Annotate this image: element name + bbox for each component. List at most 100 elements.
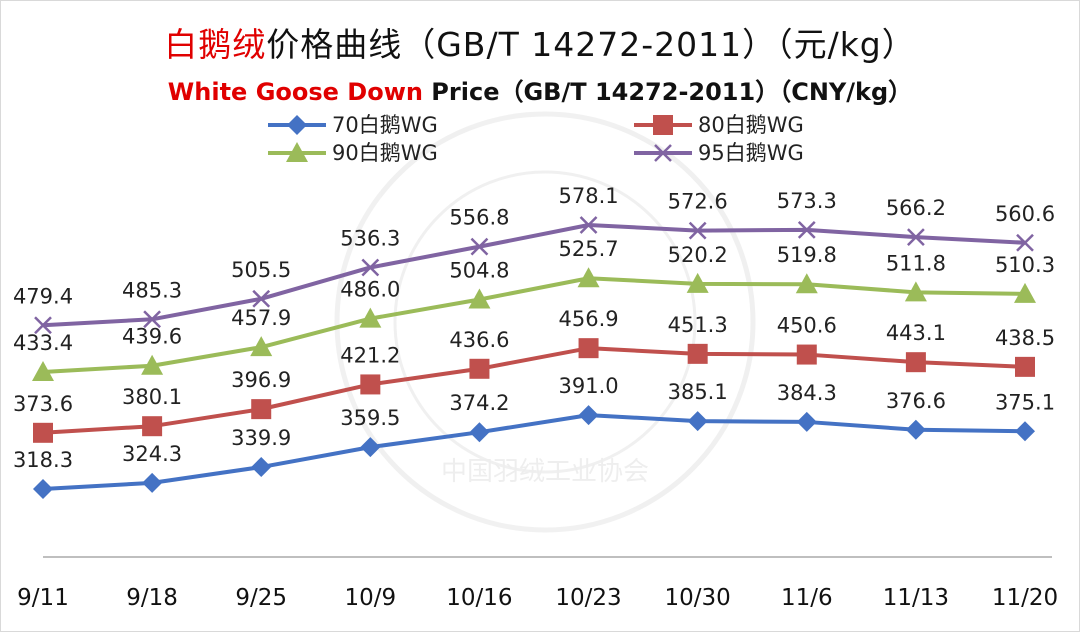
data-label: 433.4 <box>13 331 73 355</box>
data-point <box>34 316 52 335</box>
series-3 <box>34 216 1034 335</box>
series-layer <box>32 216 1036 499</box>
data-label: 504.8 <box>449 258 509 282</box>
data-label: 578.1 <box>558 184 618 208</box>
data-label: 525.7 <box>558 237 618 261</box>
data-point <box>143 310 161 329</box>
data-label: 359.5 <box>340 406 400 430</box>
data-label: 556.8 <box>449 206 509 230</box>
data-point <box>577 267 600 288</box>
series-1 <box>33 338 1035 443</box>
data-point <box>1015 421 1035 442</box>
chart-title-cn: 白鹅绒价格曲线（GB/T 14272-2011）（元/kg） <box>0 18 1080 66</box>
data-label: 421.2 <box>340 343 400 367</box>
x-tick-label: 9/11 <box>17 585 69 611</box>
data-label: 436.6 <box>449 328 509 352</box>
series-line <box>42 413 1026 491</box>
x-tick-label: 11/13 <box>883 585 949 611</box>
x-tick-label: 10/30 <box>665 585 731 611</box>
data-point <box>905 419 926 440</box>
watermark-seal: 中国羽绒工业协会 <box>334 111 756 533</box>
data-label: 573.3 <box>777 189 837 213</box>
watermark-text: 中国羽绒工业协会 <box>441 457 649 487</box>
data-point <box>142 416 163 437</box>
title-en-red: White Goose Down <box>167 78 423 106</box>
data-point <box>904 281 927 302</box>
data-label: 373.6 <box>13 392 73 416</box>
data-point <box>250 336 273 357</box>
legend-label: 95白鹅WG <box>698 141 804 165</box>
data-point <box>251 457 272 478</box>
data-label: 519.8 <box>777 243 837 267</box>
data-point <box>469 422 490 443</box>
data-point <box>686 272 709 293</box>
data-point <box>1014 282 1036 303</box>
data-label: 339.9 <box>231 426 291 450</box>
x-tick-label: 9/25 <box>235 585 287 611</box>
data-label: 438.5 <box>995 326 1055 350</box>
data-point <box>470 237 489 256</box>
x-tick-label: 10/16 <box>446 585 512 611</box>
data-label: 457.9 <box>231 306 291 330</box>
legend-marker <box>286 142 308 162</box>
data-label: 324.3 <box>122 442 182 466</box>
data-label: 560.6 <box>995 202 1055 226</box>
data-label: 456.9 <box>558 307 618 331</box>
legend-item: 70白鹅WG <box>268 113 438 137</box>
x-tick-label: 10/23 <box>555 585 621 611</box>
data-point <box>905 352 926 373</box>
data-label: 318.3 <box>13 448 73 472</box>
data-label: 396.9 <box>231 368 291 392</box>
series-line <box>42 223 1026 328</box>
x-axis-labels: 9/11 9/18 9/25 10/9 10/16 10/23 10/30 11/6 11/13… <box>17 585 1058 611</box>
data-point <box>578 338 599 359</box>
data-point <box>469 358 490 379</box>
data-point <box>251 399 272 420</box>
legend-label: 80白鹅WG <box>698 113 804 137</box>
legend-label: 90白鹅WG <box>332 141 438 165</box>
data-point <box>252 289 271 308</box>
data-point <box>796 344 817 365</box>
data-point <box>688 221 707 240</box>
legend-marker <box>287 115 307 135</box>
data-label: 520.2 <box>668 243 728 267</box>
x-tick-label: 11/6 <box>781 585 833 611</box>
legend-item: 80白鹅WG <box>634 113 804 137</box>
data-label-layer: 318.3 324.3 339.9 359.5 374.2 391.0 385.1 384.3… <box>13 184 1055 472</box>
data-point <box>578 405 599 426</box>
data-label: 384.3 <box>777 381 837 405</box>
x-tick-label: 9/18 <box>126 585 178 611</box>
data-label: 511.8 <box>886 251 946 275</box>
series-2 <box>32 267 1036 382</box>
data-point <box>141 354 164 375</box>
data-point <box>907 228 925 246</box>
data-label: 391.0 <box>558 374 618 398</box>
data-label: 375.1 <box>995 390 1055 414</box>
x-tick-label: 11/20 <box>992 585 1058 611</box>
data-point <box>361 258 380 277</box>
data-point <box>33 479 53 499</box>
data-point <box>795 273 818 294</box>
data-point <box>1015 356 1035 377</box>
data-label: 485.3 <box>122 278 182 302</box>
data-point <box>32 361 54 382</box>
data-label: 566.2 <box>886 196 946 220</box>
data-point <box>359 307 382 328</box>
legend-item: 95白鹅WG <box>634 141 804 165</box>
legend-label: 70白鹅WG <box>332 113 438 137</box>
data-label: 479.4 <box>13 284 73 308</box>
data-label: 486.0 <box>340 278 400 302</box>
data-point <box>687 343 708 364</box>
series-line <box>42 276 1026 375</box>
data-point <box>796 411 817 432</box>
data-label: 510.3 <box>995 253 1055 277</box>
data-point <box>687 411 708 432</box>
data-point <box>468 288 491 309</box>
data-label: 439.6 <box>122 325 182 349</box>
data-point <box>579 216 598 234</box>
data-label: 536.3 <box>340 226 400 250</box>
data-label: 450.6 <box>777 314 837 338</box>
title-cn-red: 白鹅绒 <box>164 25 267 64</box>
data-label: 572.6 <box>668 190 728 214</box>
